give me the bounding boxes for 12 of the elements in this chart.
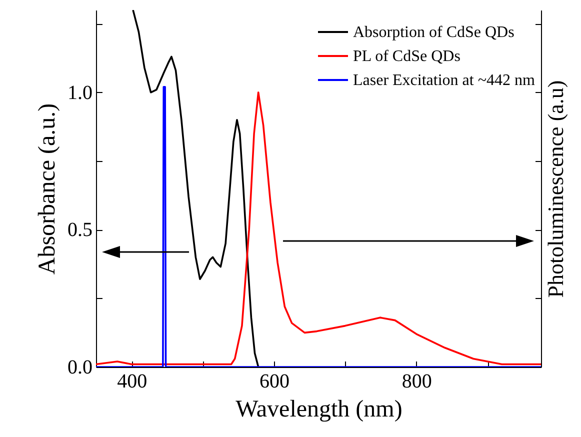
legend-label: PL of CdSe QDs [353, 48, 460, 65]
y2-axis-title: Photoluminescence (a.u) [543, 80, 568, 298]
x-tick-label: 400 [117, 370, 148, 392]
legend-label: Absorption of CdSe QDs [353, 24, 514, 41]
x-tick-label: 600 [260, 370, 290, 392]
x-tick-label: 800 [402, 370, 432, 392]
y-tick-label: 0.5 [68, 219, 92, 242]
y-tick-label: 1.0 [68, 82, 92, 104]
x-axis-title: Wavelength (nm) [236, 396, 402, 422]
legend-label: Laser Excitation at ~442 nm [353, 72, 536, 89]
y-tick-label: 0.0 [68, 356, 92, 378]
y-axis-title: Absorbance (a.u.) [34, 103, 60, 275]
